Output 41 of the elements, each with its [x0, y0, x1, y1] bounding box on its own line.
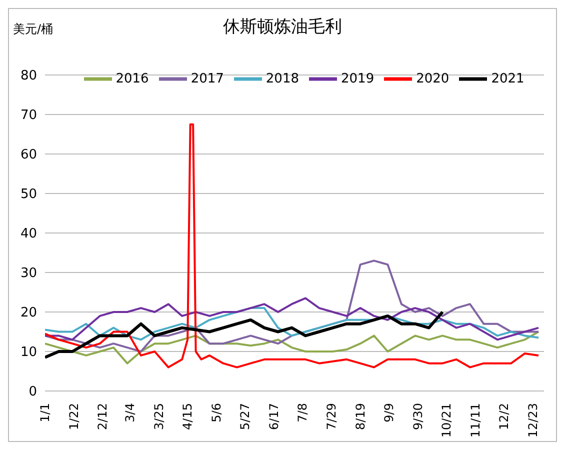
y-tick-label: 20 [20, 306, 37, 321]
x-tick-label: 3/25 [152, 403, 166, 430]
x-tick-label: 2/12 [96, 403, 110, 430]
x-tick-label: 5/6 [209, 403, 224, 422]
legend-label: 2017 [190, 72, 224, 87]
x-tick-label: 12/23 [526, 403, 540, 438]
y-tick-label: 30 [20, 266, 37, 282]
line-series [45, 330, 540, 364]
legend-label: 2018 [266, 72, 299, 87]
line-series [45, 297, 540, 341]
y-tick-label: 10 [20, 345, 37, 360]
x-tick-label: 6/17 [266, 403, 281, 430]
x-tick-label: 3/4 [122, 403, 137, 422]
x-tick-label: 1/1 [38, 403, 52, 422]
legend-label: 2021 [491, 72, 524, 87]
line-series [45, 123, 540, 368]
y-tick-label: 70 [20, 108, 37, 124]
x-tick-label: 9/30 [410, 403, 425, 430]
y-tick-label: 40 [20, 226, 37, 242]
legend-label: 2020 [416, 72, 450, 87]
y-tick-label: 80 [20, 68, 37, 84]
line-series [45, 307, 540, 341]
x-tick-label: 7/29 [324, 403, 339, 430]
y-tick-label: 60 [20, 148, 37, 163]
x-tick-label: 9/9 [382, 403, 396, 422]
y-tick-label: 0 [28, 384, 37, 400]
x-tick-label: 4/15 [180, 403, 195, 430]
y-axis-title: 美元/桶 [13, 21, 54, 38]
legend-label: 2019 [341, 72, 374, 87]
x-tick-label: 7/8 [296, 403, 310, 422]
x-tick-label: 5/27 [238, 403, 252, 430]
legend-label: 2016 [116, 72, 149, 87]
line-series [45, 260, 540, 352]
y-tick-label: 50 [20, 187, 37, 202]
x-tick-label: 10/21 [440, 403, 454, 438]
x-tick-label: 1/22 [66, 403, 81, 430]
x-tick-label: 11/11 [468, 403, 482, 438]
x-tick-label: 12/2 [497, 403, 512, 430]
chart-title: 休斯顿炼油毛利 [223, 17, 342, 37]
x-tick-label: 8/19 [353, 403, 368, 430]
line-series [45, 310, 444, 359]
